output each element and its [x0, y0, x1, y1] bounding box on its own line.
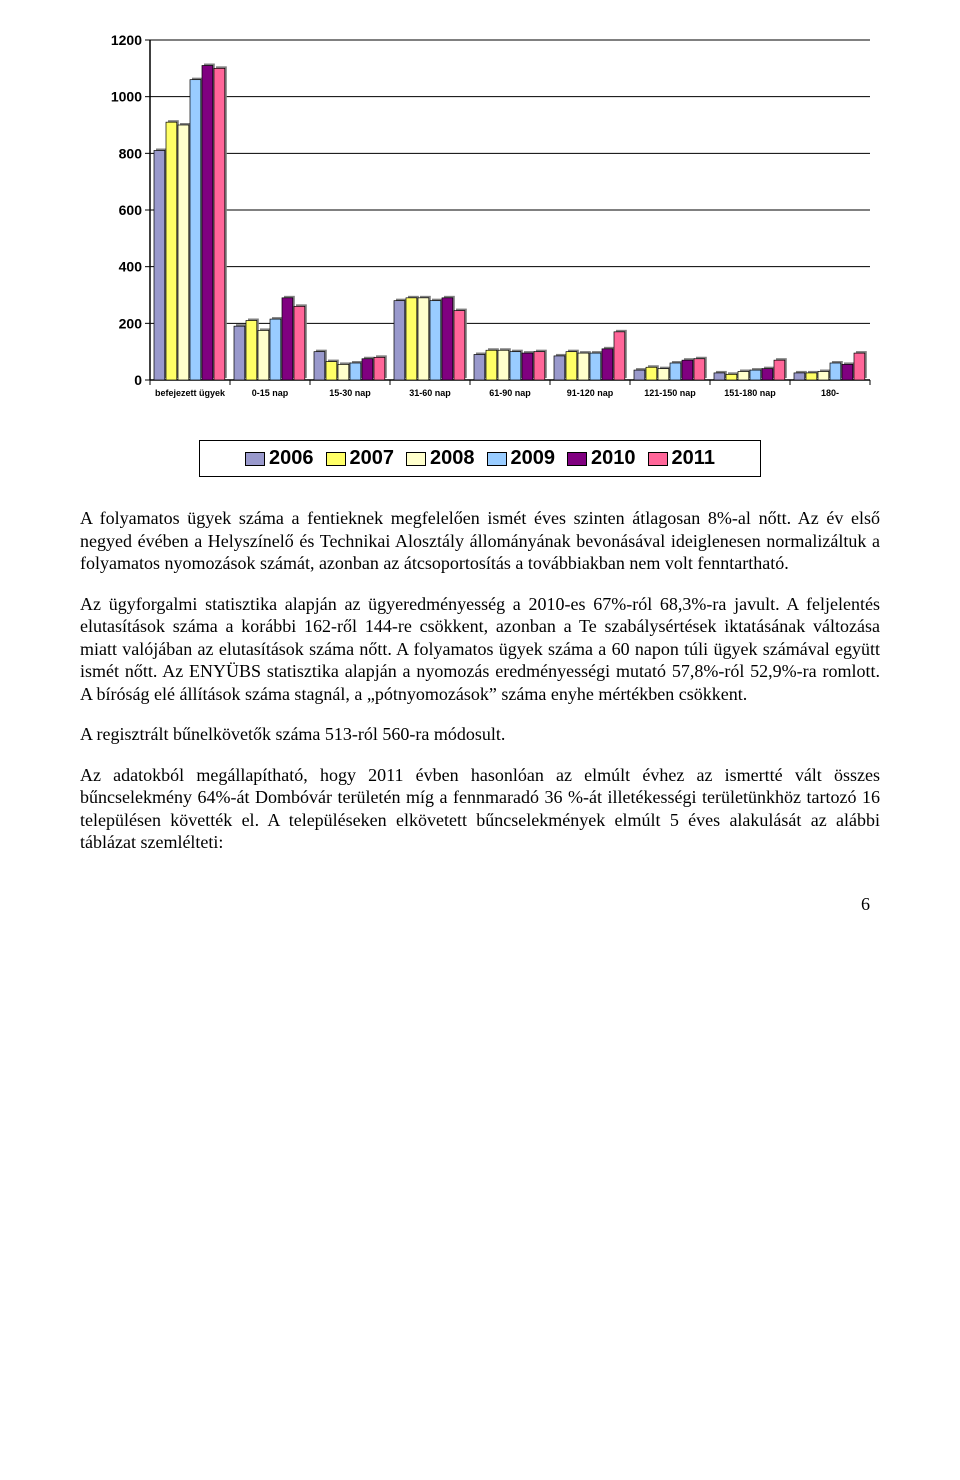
legend-swatch: [567, 452, 587, 466]
svg-text:1200: 1200: [111, 32, 142, 48]
svg-text:400: 400: [119, 259, 143, 275]
svg-text:befejezett ügyek: befejezett ügyek: [155, 388, 226, 398]
paragraph: Az adatokból megállapítható, hogy 2011 é…: [80, 764, 880, 854]
svg-text:200: 200: [119, 315, 143, 331]
legend-item: 2006: [245, 447, 314, 470]
legend-item: 2011: [648, 447, 715, 470]
svg-text:61-90 nap: 61-90 nap: [489, 388, 531, 398]
svg-text:1000: 1000: [111, 89, 142, 105]
paragraph: A folyamatos ügyek száma a fentieknek me…: [80, 507, 880, 575]
legend-swatch: [406, 452, 426, 466]
legend-item: 2007: [326, 447, 395, 470]
chart-svg: 0 200 400 600 800 1000 1200 befejezett ügyek 0-1…: [80, 30, 880, 430]
svg-text:31-60 nap: 31-60 nap: [409, 388, 451, 398]
svg-text:800: 800: [119, 145, 143, 161]
legend-label: 2007: [350, 447, 395, 469]
svg-text:0-15 nap: 0-15 nap: [252, 388, 289, 398]
svg-text:121-150 nap: 121-150 nap: [644, 388, 696, 398]
legend-item: 2008: [406, 447, 475, 470]
svg-text:91-120 nap: 91-120 nap: [567, 388, 614, 398]
legend-swatch: [648, 452, 668, 466]
legend-swatch: [326, 452, 346, 466]
svg-text:151-180 nap: 151-180 nap: [724, 388, 776, 398]
paragraph: A regisztrált bűnelkövetők száma 513-ról…: [80, 723, 880, 746]
legend-label: 2006: [269, 447, 314, 469]
legend-item: 2009: [487, 447, 556, 470]
page-number: 6: [80, 894, 880, 915]
svg-text:15-30 nap: 15-30 nap: [329, 388, 371, 398]
paragraph: Az ügyforgalmi statisztika alapján az üg…: [80, 593, 880, 706]
body-text: A folyamatos ügyek száma a fentieknek me…: [80, 507, 880, 854]
chart-legend: 2006 2007 2008 2009 2010 2011: [199, 440, 761, 477]
legend-label: 2011: [672, 447, 715, 469]
svg-text:0: 0: [134, 372, 142, 388]
legend-item: 2010: [567, 447, 636, 470]
svg-text:180-: 180-: [821, 388, 839, 398]
bar-chart: 0 200 400 600 800 1000 1200 befejezett ügyek 0-1…: [80, 30, 880, 430]
legend-label: 2010: [591, 447, 636, 469]
legend-label: 2008: [430, 447, 475, 469]
svg-text:600: 600: [119, 202, 143, 218]
legend-swatch: [245, 452, 265, 466]
legend-swatch: [487, 452, 507, 466]
legend-label: 2009: [511, 447, 556, 469]
